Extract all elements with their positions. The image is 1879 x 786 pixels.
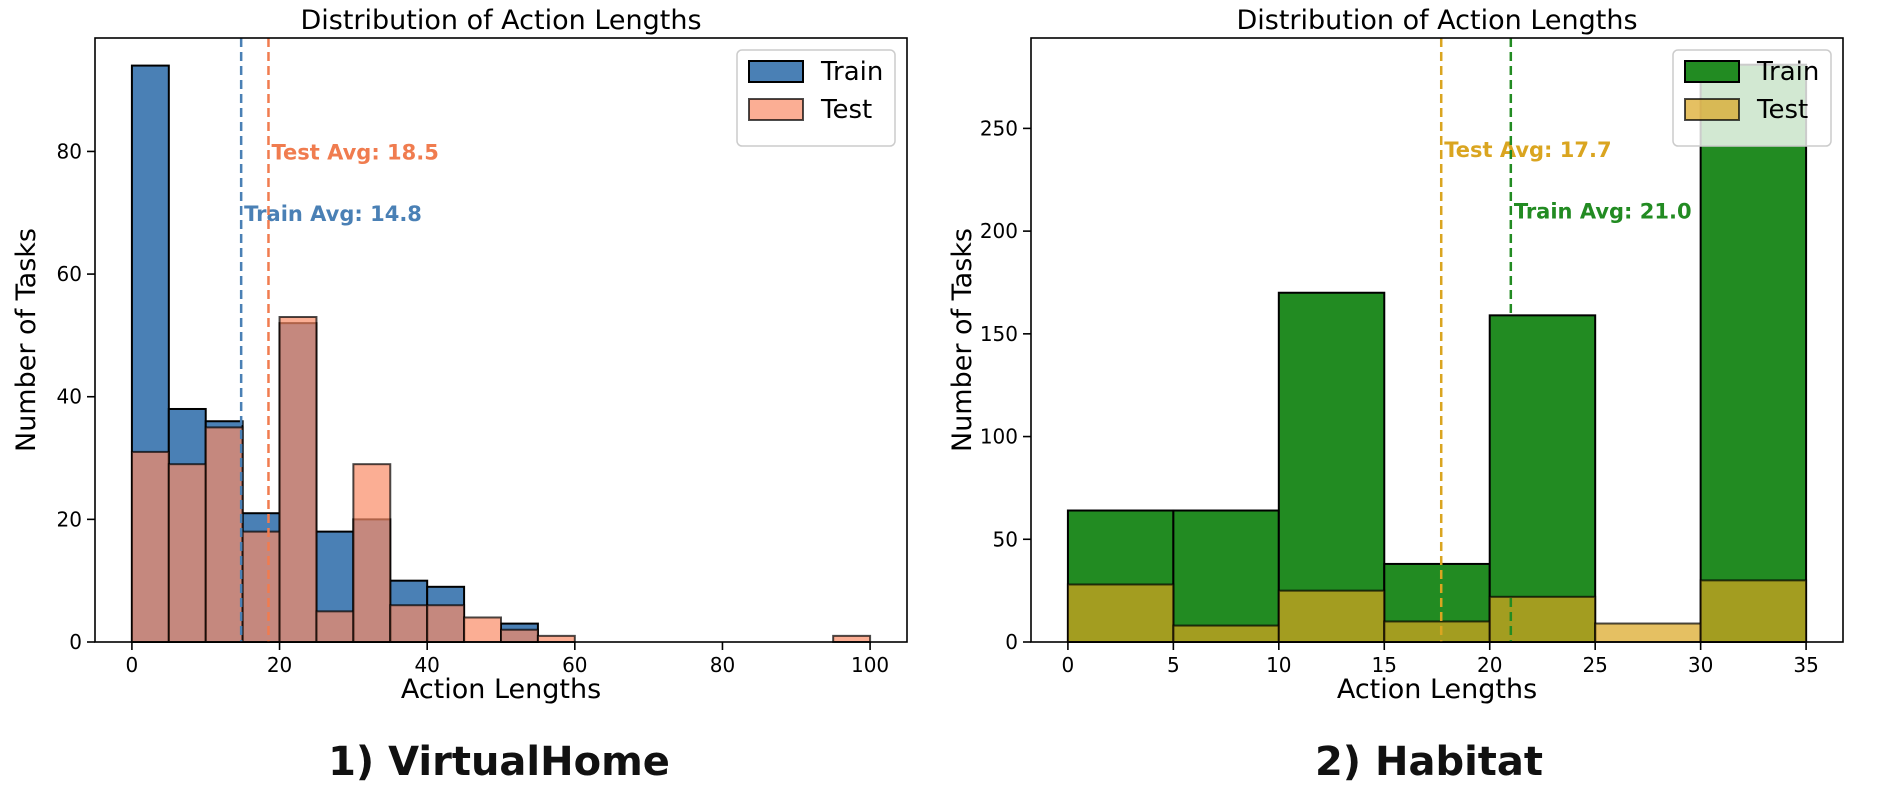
plot-frame [94,37,908,643]
x-tick-label: 40 [414,653,439,677]
legend-swatch-test [748,98,804,121]
y-tick-label: 60 [57,262,82,286]
x-tick-label: 30 [1688,653,1713,677]
bar-test-6 [1699,579,1808,644]
bar-test-8 [426,604,466,644]
bar-test-0 [1066,583,1175,644]
bar-test-5 [1594,622,1702,643]
x-tick-label: 5 [1167,653,1180,677]
bar-test-0 [130,450,170,643]
bar-train-1 [1172,509,1280,643]
y-tick-label: 80 [57,139,82,163]
bar-test-9 [463,616,503,644]
legend-label-train: Train [1756,57,1819,87]
legend-label-test: Test [820,95,872,125]
bar-train-2 [1277,291,1386,643]
legend-swatch-train [748,60,804,83]
bar-test-1 [1172,624,1280,644]
bar-train-4 [1488,314,1597,643]
chart-title: Distribution of Action Lengths [300,5,701,36]
plot-frame [1030,37,1844,643]
legend-swatch-train [1684,60,1740,83]
y-tick-label: 40 [57,385,82,409]
bar-test-10 [500,628,539,643]
y-tick-label: 0 [1005,630,1018,654]
avg-label-0: Test Avg: 17.7 [1444,138,1611,162]
x-tick-label: 20 [1477,653,1502,677]
caption-habitat: 2) Habitat [1314,739,1544,785]
x-tick-label: 0 [1062,653,1075,677]
bar-train-6 [1699,63,1808,644]
bar-test-2 [204,426,244,643]
avg-label-1: Test Avg: 18.5 [271,140,438,164]
bar-test-12 [832,634,872,644]
y-tick-label: 50 [993,527,1018,551]
chart-panel-left: Distribution of Action Lengths Train Avg:… [11,5,908,705]
bar-test-11 [536,634,576,644]
y-tick-label: 0 [69,630,82,654]
bar-test-3 [241,530,281,644]
bar-test-1 [167,463,207,643]
y-tick-label: 100 [980,425,1018,449]
bar-test-5 [315,610,355,643]
y-tick-label: 250 [980,116,1018,140]
x-tick-label: 35 [1793,653,1818,677]
x-axis-label: Action Lengths [1337,674,1537,705]
x-tick-label: 20 [267,653,292,677]
avg-label-1: Train Avg: 21.0 [1514,200,1692,224]
x-tick-label: 15 [1372,653,1397,677]
x-tick-label: 80 [710,653,735,677]
legend-label-train: Train [820,57,883,87]
x-tick-label: 10 [1266,653,1291,677]
bar-test-2 [1277,589,1386,644]
x-axis-label: Action Lengths [401,674,601,705]
y-tick-label: 200 [980,219,1018,243]
x-tick-label: 100 [851,653,889,677]
bar-test-4 [1488,595,1597,644]
bar-test-7 [389,604,429,644]
legend-swatch-test [1684,98,1740,121]
bar-test-4 [278,316,318,643]
bar-test-3 [1383,620,1491,644]
y-tick-label: 150 [980,322,1018,346]
legend: Train Test [1672,49,1832,147]
bar-test-6 [352,463,392,643]
x-tick-label: 25 [1582,653,1607,677]
x-tick-label: 60 [562,653,587,677]
y-axis-label: Number of Tasks [11,228,42,452]
chart-panel-right: Distribution of Action Lengths Test Avg: … [947,5,1844,705]
legend: Train Test [736,49,896,147]
caption-virtualhome: 1) VirtualHome [328,739,670,785]
chart-title: Distribution of Action Lengths [1236,5,1637,36]
legend-label-test: Test [1756,95,1808,125]
y-axis-label: Number of Tasks [947,228,978,452]
avg-label-0: Train Avg: 14.8 [244,202,422,226]
y-tick-label: 20 [57,507,82,531]
x-tick-label: 0 [126,653,139,677]
